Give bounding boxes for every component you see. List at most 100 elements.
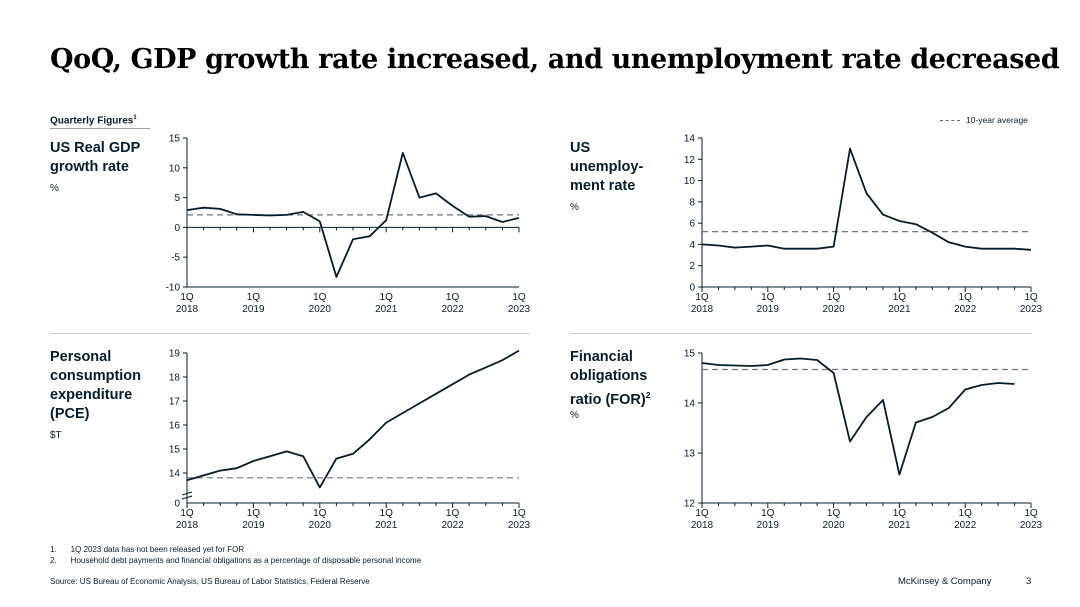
unemployment-y-tick-label: 14 [684,134,696,145]
pce-x-tick-year: 2019 [242,520,265,531]
for-x-tick-quarter: 1Q [695,508,709,519]
gdp-y-tick-label: 10 [169,163,181,174]
unemployment-x-tick-year: 2022 [954,304,977,315]
unemployment-chart-title: US unemploy- ment rate [570,139,643,196]
pce-chart-title: Personal consumption expenditure (PCE) [50,348,141,424]
divider-left [50,333,530,334]
gdp-x-tick-year: 2022 [441,304,464,315]
for-y-tick-label: 15 [684,349,696,360]
for-series-line [701,357,1015,476]
for-x-tick-year: 2020 [822,520,845,531]
for-footnote-marker: 2 [645,390,651,400]
subhead-text: Quarterly Figures [50,115,134,127]
unemployment-x-tick-year: 2019 [757,304,780,315]
gdp-x-tick-year: 2020 [309,304,332,315]
pce-series-line [186,349,520,489]
pce-y-tick-label: 19 [169,349,181,360]
pce-x-tick-year: 2022 [441,520,464,531]
for-title-line-1: Financial [570,349,633,365]
unemployment-y-tick-label: 2 [689,261,695,272]
pce-x-tick-quarter: 1Q [380,508,394,519]
pce-zero-label: 0 [174,499,180,510]
footnotes: 1. 1Q 2023 data has not been released yet… [50,544,421,566]
for-x-tick-year: 2023 [1020,520,1043,531]
gdp-x-tick-year: 2023 [508,304,531,315]
gdp-x-tick-quarter: 1Q [180,292,194,303]
unemployment-title-line-1: US [570,140,591,156]
for-x-tick-year: 2019 [757,520,780,531]
gdp-y-tick-label: 0 [174,223,180,234]
for-x-tick-year: 2018 [691,520,714,531]
for-title-text: ratio (FOR) [570,391,646,408]
pce-y-tick-label: 16 [169,421,181,432]
footnote-2-text: Household debt payments and financial ob… [70,556,422,565]
unemployment-y-tick-label: 8 [689,197,695,208]
unemployment-x-tick-quarter: 1Q [1024,292,1038,303]
for-y-tick-label: 14 [684,399,696,410]
page-title: QoQ, GDP growth rate increased, and unem… [50,44,1060,75]
unemployment-title-line-2: unemploy- [570,159,644,175]
for-x-tick-year: 2022 [954,520,977,531]
pce-title-line-4: (PCE) [50,406,90,422]
footnote-1: 1. 1Q 2023 data has not been released yet… [50,544,421,555]
gdp-x-tick-quarter: 1Q [380,292,394,303]
for-x-tick-year: 2021 [888,520,911,531]
unemployment-y-tick-label: 6 [689,219,695,230]
for-x-tick-quarter: 1Q [959,508,973,519]
gdp-x-tick-quarter: 1Q [446,292,460,303]
for-title-line-2: obligations [570,368,648,384]
unemployment-x-tick-quarter: 1Q [761,292,775,303]
for-x-tick-quarter: 1Q [827,508,841,519]
pce-y-tick-label: 18 [169,373,181,384]
unemployment-y-tick-label: 12 [684,155,696,166]
page-number: 3 [1026,576,1032,587]
gdp-x-tick-quarter: 1Q [313,292,327,303]
pce-title-line-3: expenditure [50,387,133,403]
legend-label: 10-year average [966,115,1028,125]
source-note: Source: US Bureau of Economic Analysis, … [50,577,370,586]
for-unit: % [570,410,579,421]
legend: 10-year average [940,115,1028,125]
gdp-x-tick-year: 2018 [176,304,199,315]
gdp-title-line-1: US Real GDP [50,140,141,156]
unemployment-unit: % [570,202,579,213]
unemployment-y-tick-label: 0 [689,283,695,294]
unemployment-x-tick-quarter: 1Q [959,292,973,303]
unemployment-x-tick-quarter: 1Q [893,292,907,303]
footnote-1-text: 1Q 2023 data has not been released yet f… [70,545,245,554]
gdp-chart-title: US Real GDP growth rate [50,139,140,177]
pce-y-tick-label: 15 [169,445,181,456]
gdp-y-tick-label: -5 [171,253,180,264]
pce-x-tick-quarter: 1Q [446,508,460,519]
unemployment-x-tick-year: 2020 [822,304,845,315]
subhead-underline [50,128,150,129]
for-y-tick-label: 12 [684,499,696,510]
unemployment-x-tick-quarter: 1Q [827,292,841,303]
for-x-tick-quarter: 1Q [893,508,907,519]
pce-x-tick-year: 2018 [176,520,199,531]
gdp-unit: % [50,183,59,194]
gdp-x-tick-quarter: 1Q [247,292,261,303]
pce-title-line-2: consumption [50,368,142,384]
pce-y-tick-label: 14 [169,469,181,480]
unemployment-y-tick-label: 4 [689,240,695,251]
unemployment-y-tick-label: 10 [684,176,696,187]
gdp-title-line-2: growth rate [50,159,129,175]
unemployment-title-line-3: ment rate [570,178,636,194]
gdp-x-tick-quarter: 1Q [512,292,526,303]
pce-x-tick-year: 2020 [309,520,332,531]
unemployment-x-tick-quarter: 1Q [695,292,709,303]
unemployment-x-tick-year: 2021 [888,304,911,315]
unemployment-x-tick-year: 2018 [691,304,714,315]
pce-x-tick-year: 2021 [375,520,398,531]
gdp-x-tick-year: 2019 [242,304,265,315]
footnote-1-num: 1. [50,545,57,554]
footnote-2: 2. Household debt payments and financial … [50,555,421,566]
pce-y-tick-label: 17 [169,397,181,408]
gdp-y-tick-label: -10 [166,283,181,294]
pce-x-tick-quarter: 1Q [247,508,261,519]
pce-x-tick-year: 2023 [508,520,531,531]
gdp-x-tick-year: 2021 [375,304,398,315]
for-chart-title: Financial obligations ratio (FOR)2 [570,348,651,410]
